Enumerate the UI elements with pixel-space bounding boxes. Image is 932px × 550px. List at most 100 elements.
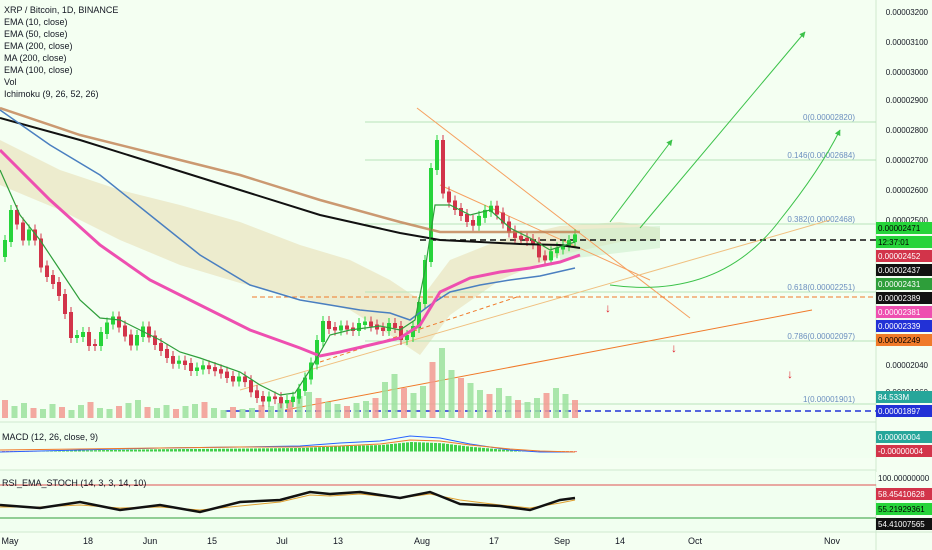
legend-ema50: EMA (50, close) — [4, 29, 68, 39]
price-label-bg — [876, 292, 932, 304]
macd-histogram-bar — [502, 449, 505, 452]
x-tick-label: Jul — [276, 536, 288, 546]
macd-histogram-bar — [454, 444, 457, 452]
macd-histogram-bar — [118, 449, 121, 452]
candle-body — [177, 360, 181, 364]
candle-body — [435, 140, 439, 170]
price-label-text: 0.00002389 — [878, 294, 921, 303]
candle-body — [381, 327, 385, 331]
candle-body — [477, 215, 481, 226]
dashed-orange-line — [319, 295, 521, 363]
rsi-panel — [0, 470, 876, 532]
volume-bar — [420, 386, 426, 418]
volume-bar — [144, 407, 151, 418]
ema50-line — [0, 109, 576, 321]
volume-bar — [572, 400, 578, 418]
candle-body — [423, 260, 427, 304]
candle-body — [243, 376, 247, 383]
projection-curve — [609, 129, 841, 288]
candle-body — [279, 397, 283, 404]
macd-histogram-bar — [114, 449, 117, 452]
macd-histogram-bar — [450, 444, 453, 452]
macd-histogram-bar — [170, 449, 173, 452]
macd-histogram-bar — [110, 449, 113, 452]
volume-bar — [277, 403, 284, 418]
y-tick-label: 0.00003000 — [886, 68, 929, 77]
candle-body — [255, 390, 259, 398]
volume-bar — [382, 382, 388, 418]
volume-bar — [182, 406, 189, 418]
macd-histogram-bar — [78, 450, 81, 452]
candle-body — [219, 369, 223, 374]
candle-body — [387, 323, 391, 331]
macd-histogram-bar — [362, 445, 365, 452]
rsi-k-line — [0, 490, 576, 514]
macd-histogram-bar — [286, 448, 289, 452]
fib-level-label: 0.382(0.00002468) — [787, 215, 855, 224]
price-label-text: 58.45410628 — [878, 490, 925, 499]
volume-bar — [543, 393, 550, 418]
candle-body — [267, 396, 271, 402]
candle-body — [429, 168, 433, 262]
ichimoku-cloud-future — [560, 226, 660, 260]
macd-histogram-bar — [198, 448, 201, 452]
macd-histogram-bar — [446, 443, 449, 452]
candle-body — [441, 140, 445, 194]
volume-bar — [154, 408, 160, 418]
candle-body — [333, 327, 337, 331]
macd-histogram-bar — [338, 446, 341, 452]
candle-body — [225, 371, 229, 378]
macd-histogram-bar — [150, 449, 153, 452]
candle-body — [321, 321, 325, 342]
price-label-text: 0.00001897 — [878, 407, 921, 416]
price-label-bg — [876, 320, 932, 332]
macd-histogram-bar — [102, 450, 105, 452]
price-label-bg — [876, 236, 932, 248]
macd-histogram-bar — [306, 447, 309, 452]
macd-histogram-bar — [302, 447, 305, 452]
macd-histogram-bar — [86, 450, 89, 452]
candle-body — [21, 222, 25, 241]
macd-histogram-bar — [442, 443, 445, 452]
volume-bar — [21, 403, 27, 418]
volume-bar — [201, 402, 208, 418]
candle-body — [123, 325, 127, 337]
candle-body — [489, 205, 493, 212]
macd-histogram-bar — [90, 450, 93, 452]
macd-histogram-bar — [350, 445, 353, 452]
macd-histogram-bar — [326, 446, 329, 452]
volume-bar — [439, 348, 445, 418]
macd-histogram-bar — [386, 444, 389, 452]
y-tick-label: 0.00002900 — [886, 96, 929, 105]
volume-bar — [125, 403, 132, 418]
volume-bar — [163, 405, 170, 418]
macd-histogram-bar — [194, 448, 197, 452]
macd-histogram-bar — [390, 444, 393, 452]
x-tick-label: 17 — [489, 536, 499, 546]
x-tick-label: Sep — [554, 536, 570, 546]
candle-body — [99, 332, 103, 346]
volume-bar — [11, 406, 18, 418]
candle-body — [195, 367, 199, 371]
projection-arrow-2 — [639, 31, 806, 229]
macd-histogram-bar — [482, 447, 485, 452]
macd-histogram-bar — [574, 451, 577, 453]
price-label-text: 0.00000004 — [878, 433, 921, 442]
macd-histogram-bar — [506, 450, 509, 452]
candle-body — [555, 247, 559, 254]
macd-histogram-bar — [82, 450, 85, 452]
volume-bar — [315, 398, 322, 418]
volume-bar — [87, 402, 94, 418]
macd-histogram-bar — [310, 447, 313, 452]
macd-histogram-bar — [382, 444, 385, 452]
candle-body — [129, 334, 133, 346]
macd-histogram-bar — [370, 445, 373, 452]
y-tick-label: 0.00003100 — [886, 38, 929, 47]
candle-body — [201, 365, 205, 370]
x-tick-label: Aug — [414, 536, 430, 546]
volume-bar — [534, 398, 540, 418]
price-label-bg — [876, 431, 932, 443]
candle-body — [51, 275, 55, 284]
macd-histogram-bar — [510, 450, 513, 452]
